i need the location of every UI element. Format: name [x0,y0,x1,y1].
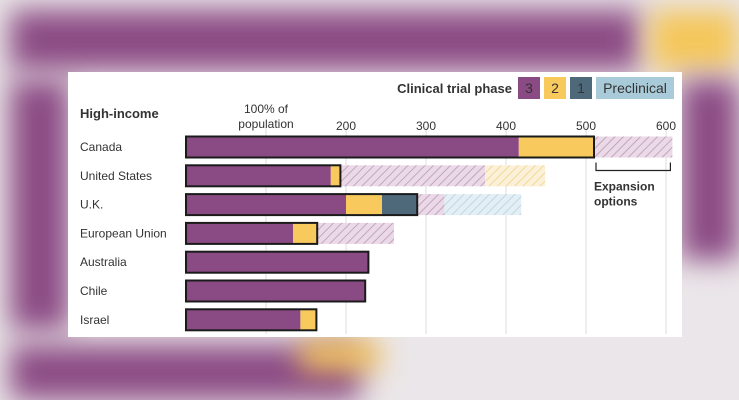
bar-outline [185,164,342,188]
bar-segment-phase2 [293,222,318,244]
category-label: Chile [80,284,108,298]
x-tick-label: 100% of [244,102,289,116]
expansion-segment-phase3 [594,136,673,158]
bar-segment-phase3 [186,280,366,302]
bar-segment-phase3 [186,222,294,244]
category-label: U.K. [80,198,103,212]
category-label: European Union [80,226,167,240]
bar-outline [185,135,595,159]
expansion-bracket [595,162,671,172]
expansion-segment-phase3 [417,194,445,216]
bar-segment-phase2 [330,165,341,187]
background-blur-shape [10,80,70,330]
group-label: High-income [80,106,159,121]
legend-title: Clinical trial phase [397,81,512,96]
x-tick-label: 300 [416,119,436,133]
legend-label-preclinical: Preclinical [603,80,667,96]
legend-swatch-phase1 [570,77,592,99]
bar-segment-phase2 [346,194,382,216]
bar-segment-phase3 [186,165,331,187]
bar-outline [185,279,367,303]
bars [185,135,673,332]
background-blur-shape [300,340,380,370]
expansion-segment-preclinical [444,194,522,216]
x-tick-label: 600 [656,119,676,133]
gridlines [265,127,667,334]
expansion-segment-phase2 [485,165,546,187]
bar-outline [185,221,319,245]
category-label: United States [80,169,152,183]
legend-swatch-phase3 [518,77,540,99]
expansion-segment-phase3 [340,165,486,187]
bar-segment-phase3 [186,136,519,158]
bar-segment-phase2 [518,136,594,158]
legend-label-phase1: 1 [577,80,585,96]
bar-outline [185,193,419,217]
bar-segment-phase3 [186,309,301,331]
x-tick-label: 500 [576,119,596,133]
bar-outline [185,250,370,274]
legend-label-phase2: 2 [551,80,559,96]
background-blur-shape [10,10,640,70]
annotation-text: options [594,195,638,209]
x-tick-label: 200 [336,119,356,133]
category-label: Israel [80,313,109,327]
legend-swatch-preclinical [596,77,674,99]
legend-label-phase3: 3 [525,80,533,96]
annotation-text: Expansion [594,180,655,194]
bar-segment-phase2 [300,309,317,331]
expansion-segment-phase3 [317,222,394,244]
bar-segment-phase3 [186,194,346,216]
x-tick-label: 400 [496,119,516,133]
legend-swatch-phase2 [544,77,566,99]
bar-segment-phase3 [186,251,369,273]
category-label: Canada [80,140,122,154]
chart-panel: 100% of population 200 300 400 500 600 High-inc… [68,72,682,337]
background-blur-shape [650,10,739,70]
bar-segment-phase1 [382,194,418,216]
x-tick-label: population [238,117,293,131]
category-label: Australia [80,255,127,269]
bar-outline [185,308,318,332]
background-blur-shape [680,80,739,260]
